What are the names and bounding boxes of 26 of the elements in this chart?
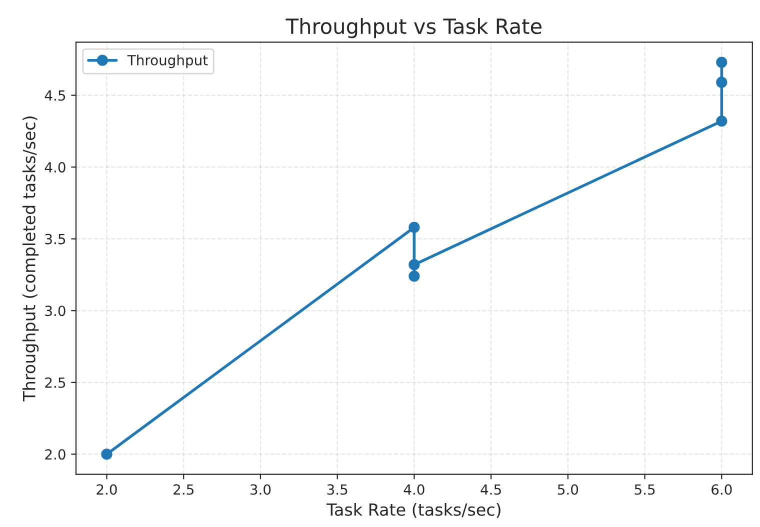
y-tick-label: 2.0 [45, 449, 66, 460]
x-axis-title: Task Rate (tasks/sec) [326, 503, 500, 518]
x-tick-label: 6.0 [712, 484, 732, 495]
x-tick-label: 2.0 [96, 484, 117, 495]
x-tick-label: 3.0 [250, 484, 271, 495]
x-tick-label: 5.0 [558, 484, 578, 495]
point [716, 76, 728, 88]
legend-label: Throughput [127, 54, 208, 68]
point [408, 259, 420, 270]
x-tick-label: 2.5 [174, 484, 194, 495]
point [101, 448, 112, 460]
x-tick-label: 4.0 [404, 484, 424, 495]
point [408, 270, 420, 282]
x-tick-label: 5.5 [634, 484, 655, 495]
y-tick-label: 3.0 [45, 306, 66, 316]
y-tick-label: 4.5 [44, 90, 66, 101]
x-tick-label: 4.5 [480, 484, 501, 495]
y-tick-label: 3.5 [45, 234, 66, 244]
y-tick-label: 2.5 [45, 377, 66, 388]
x-tick-label: 3.5 [327, 484, 348, 495]
y-axis-title: Throughput (completed tasks/sec) [22, 116, 39, 402]
y-tick-label: 4.0 [44, 162, 66, 173]
point [716, 116, 728, 127]
point [716, 56, 728, 68]
point [408, 222, 420, 233]
chart-title: Throughput vs Task Rate [286, 18, 542, 38]
